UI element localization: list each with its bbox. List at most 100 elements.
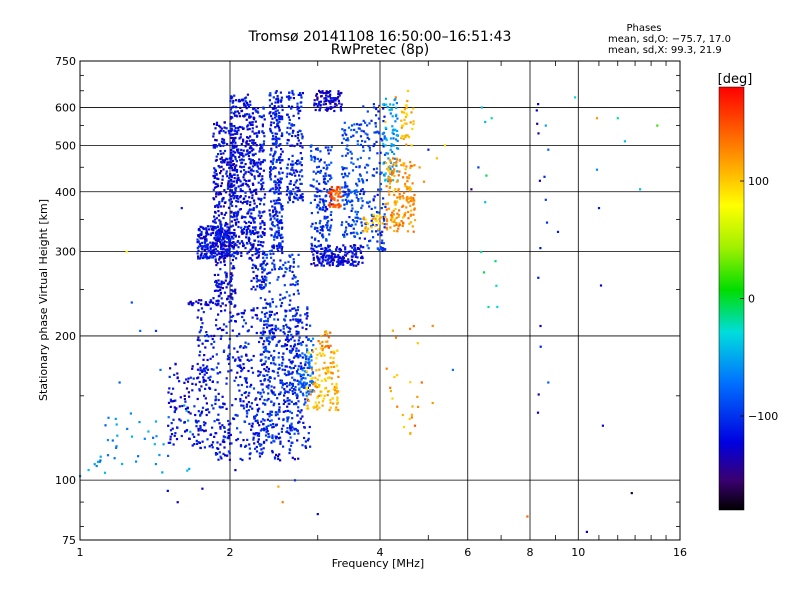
data-point bbox=[413, 199, 416, 202]
data-point bbox=[365, 171, 369, 174]
data-point bbox=[255, 280, 258, 283]
data-point bbox=[484, 120, 487, 123]
data-point bbox=[485, 174, 488, 177]
data-point bbox=[393, 224, 396, 227]
data-point bbox=[254, 265, 257, 268]
data-point bbox=[301, 193, 304, 196]
data-point bbox=[312, 185, 315, 188]
data-point bbox=[382, 242, 385, 245]
data-point bbox=[256, 134, 259, 137]
data-point bbox=[210, 250, 213, 253]
data-point bbox=[274, 135, 277, 138]
data-point bbox=[279, 178, 282, 181]
data-point bbox=[221, 159, 224, 162]
data-point bbox=[240, 143, 243, 146]
data-point bbox=[247, 103, 250, 106]
data-point bbox=[99, 459, 102, 462]
data-point bbox=[227, 185, 230, 188]
data-point bbox=[291, 89, 294, 93]
data-point bbox=[362, 130, 365, 133]
data-point bbox=[220, 310, 223, 313]
data-point bbox=[327, 91, 331, 94]
data-point bbox=[298, 117, 301, 120]
data-point bbox=[422, 180, 426, 183]
data-point bbox=[339, 191, 342, 194]
data-point bbox=[272, 167, 275, 170]
data-point bbox=[263, 223, 266, 226]
data-point bbox=[400, 220, 403, 223]
data-point bbox=[259, 163, 262, 166]
data-point bbox=[204, 303, 207, 306]
data-point bbox=[277, 410, 280, 413]
data-point bbox=[379, 247, 382, 250]
data-point bbox=[288, 432, 291, 435]
data-point bbox=[205, 233, 208, 236]
data-point bbox=[248, 359, 251, 362]
data-point bbox=[388, 186, 392, 189]
data-point bbox=[230, 116, 233, 119]
data-point bbox=[222, 237, 225, 240]
data-point bbox=[273, 225, 276, 228]
data-point bbox=[288, 91, 291, 94]
data-point bbox=[223, 232, 226, 235]
data-point bbox=[388, 158, 391, 162]
data-point bbox=[219, 233, 223, 236]
data-point bbox=[172, 443, 175, 446]
data-point bbox=[152, 436, 155, 439]
data-point bbox=[222, 238, 225, 241]
data-point bbox=[247, 401, 250, 404]
data-point bbox=[273, 263, 276, 266]
data-point bbox=[208, 386, 211, 389]
data-point bbox=[219, 150, 222, 153]
data-point bbox=[310, 156, 313, 159]
data-point bbox=[224, 230, 227, 233]
data-point bbox=[291, 160, 294, 163]
data-point bbox=[268, 324, 271, 327]
data-point bbox=[249, 151, 252, 154]
data-point bbox=[254, 252, 257, 256]
data-point bbox=[224, 224, 227, 227]
data-point bbox=[270, 228, 273, 231]
data-point bbox=[302, 376, 305, 379]
data-point bbox=[354, 249, 357, 252]
data-point bbox=[351, 255, 354, 258]
data-point bbox=[311, 337, 315, 340]
data-point bbox=[383, 226, 386, 229]
data-point bbox=[186, 380, 190, 383]
data-point bbox=[326, 394, 329, 397]
data-point bbox=[265, 366, 269, 369]
data-point bbox=[392, 190, 395, 193]
data-point bbox=[230, 195, 233, 198]
data-point bbox=[319, 244, 322, 247]
data-point bbox=[274, 435, 277, 438]
data-point bbox=[320, 264, 323, 267]
data-point bbox=[227, 450, 230, 453]
data-point bbox=[236, 371, 239, 374]
data-point bbox=[374, 125, 377, 128]
data-point bbox=[168, 375, 171, 378]
data-point bbox=[203, 253, 206, 256]
data-point bbox=[337, 195, 340, 198]
data-point bbox=[244, 379, 248, 382]
data-point bbox=[121, 462, 124, 466]
data-point bbox=[409, 221, 412, 224]
data-point bbox=[260, 337, 263, 340]
data-point bbox=[233, 347, 236, 350]
data-point bbox=[282, 402, 285, 405]
data-point bbox=[480, 106, 483, 109]
data-point bbox=[353, 248, 356, 251]
data-point bbox=[233, 215, 236, 218]
data-point bbox=[251, 153, 254, 156]
data-point bbox=[226, 237, 229, 240]
data-point bbox=[398, 223, 401, 226]
data-point bbox=[281, 383, 284, 386]
data-point bbox=[243, 200, 246, 203]
data-point bbox=[259, 225, 262, 228]
data-point bbox=[228, 254, 231, 257]
data-point bbox=[275, 90, 278, 93]
data-point bbox=[291, 417, 294, 420]
data-point bbox=[203, 369, 206, 372]
data-point bbox=[326, 109, 329, 112]
data-point bbox=[230, 225, 233, 228]
data-point bbox=[294, 313, 298, 316]
